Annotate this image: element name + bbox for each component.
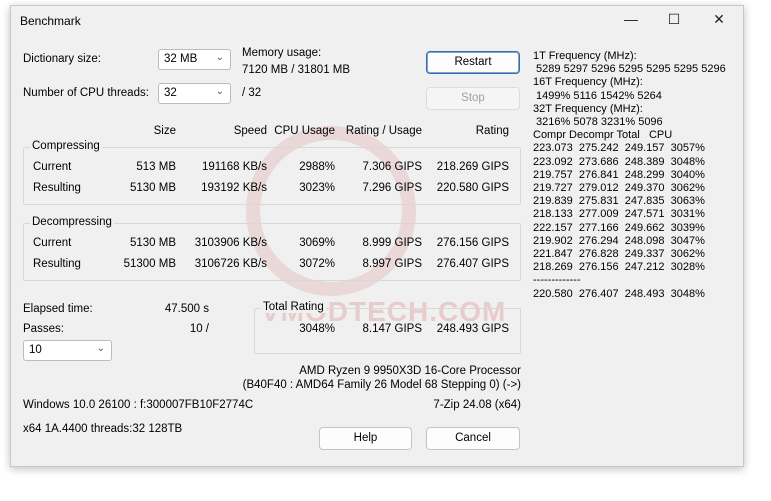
total-rating-value: 248.493 GIPS xyxy=(436,323,509,335)
decompressing-group: Decompressing xyxy=(23,216,521,281)
os-info: Windows 10.0 26100 : f:300007FB10F2774C xyxy=(23,399,254,411)
header-cpu-usage: CPU Usage xyxy=(274,125,335,137)
system-info: x64 1A.4400 threads:32 128TB xyxy=(23,423,183,435)
stop-button[interactable]: Stop xyxy=(426,87,520,110)
compressing-row-rating: 218.269 GIPS xyxy=(436,161,509,173)
help-button[interactable]: Help xyxy=(319,427,412,450)
decompressing-row-speed: 3103906 KB/s xyxy=(194,237,267,249)
decompressing-row-name: Current xyxy=(33,237,72,249)
window-title: Benchmark xyxy=(20,14,81,28)
compressing-row-cpu-usage: 2988% xyxy=(299,161,335,173)
decompressing-row-cpu-usage: 3069% xyxy=(299,237,335,249)
memory-usage-value: 7120 MB / 31801 MB xyxy=(242,64,351,76)
total-rating-group: Total Rating xyxy=(254,301,521,354)
compressing-row-rating-usage: 7.306 GIPS xyxy=(362,161,422,173)
chevron-down-icon: ⌄ xyxy=(96,343,105,354)
total-rating-usage: 8.147 GIPS xyxy=(362,323,422,335)
header-size: Size xyxy=(153,125,176,137)
compressing-row-rating-usage: 7.296 GIPS xyxy=(362,182,422,194)
maximize-icon[interactable]: ☐ xyxy=(667,11,681,27)
decompressing-row-name: Resulting xyxy=(33,258,81,270)
decompressing-row-speed: 3106726 KB/s xyxy=(194,258,267,270)
compressing-group: Compressing xyxy=(23,140,521,205)
dictionary-size-value: 32 MB xyxy=(164,53,198,65)
header-speed: Speed xyxy=(233,125,267,137)
minimize-icon[interactable]: — xyxy=(624,11,638,27)
dictionary-size-label: Dictionary size: xyxy=(23,53,101,65)
cpu-threads-label: Number of CPU threads: xyxy=(23,87,149,99)
cpu-threads-max: / 32 xyxy=(242,87,262,99)
version-info: 7-Zip 24.08 (x64) xyxy=(433,399,521,411)
total-cpu-usage: 3048% xyxy=(299,323,335,335)
compressing-row-size: 5130 MB xyxy=(129,182,176,194)
decompressing-row-size: 5130 MB xyxy=(129,237,176,249)
compressing-row-cpu-usage: 3023% xyxy=(299,182,335,194)
cancel-button[interactable]: Cancel xyxy=(426,427,520,450)
decompressing-row-cpu-usage: 3072% xyxy=(299,258,335,270)
dictionary-size-select[interactable]: 32 MB ⌄ xyxy=(158,49,231,70)
compressing-row-rating: 220.580 GIPS xyxy=(436,182,509,194)
compressing-row-size: 513 MB xyxy=(136,161,176,173)
cpu-threads-select[interactable]: 32 ⌄ xyxy=(158,83,231,104)
memory-usage-label: Memory usage: xyxy=(242,47,322,59)
decompressing-label: Decompressing xyxy=(30,216,114,228)
compressing-label: Compressing xyxy=(30,140,102,152)
header-rating-usage: Rating / Usage xyxy=(345,125,422,137)
chevron-down-icon: ⌄ xyxy=(215,52,224,63)
passes-label: Passes: xyxy=(23,323,64,335)
chevron-down-icon: ⌄ xyxy=(215,86,224,97)
decompressing-row-rating: 276.407 GIPS xyxy=(436,258,509,270)
cpu-detail[interactable]: (B40F40 : AMD64 Family 26 Model 68 Stepp… xyxy=(242,379,521,391)
total-rating-label: Total Rating xyxy=(261,301,326,313)
benchmark-log: 1T Frequency (MHz): 5289 5297 5296 5295 … xyxy=(533,50,726,300)
close-icon[interactable]: ✕ xyxy=(713,11,725,27)
compressing-row-name: Resulting xyxy=(33,182,81,194)
elapsed-time-value: 47.500 s xyxy=(164,303,209,315)
header-rating: Rating xyxy=(475,125,509,137)
decompressing-row-size: 51300 MB xyxy=(123,258,176,270)
restart-button[interactable]: Restart xyxy=(426,51,520,74)
cpu-threads-value: 32 xyxy=(164,87,177,99)
compressing-row-speed: 191168 KB/s xyxy=(201,161,267,173)
passes-select[interactable]: 10 ⌄ xyxy=(23,340,112,361)
compressing-row-speed: 193192 KB/s xyxy=(201,182,267,194)
passes-select-value: 10 xyxy=(29,344,42,356)
cpu-name: AMD Ryzen 9 9950X3D 16-Core Processor xyxy=(299,365,521,377)
compressing-row-name: Current xyxy=(33,161,72,173)
elapsed-time-label: Elapsed time: xyxy=(23,303,93,315)
passes-value: 10 / xyxy=(189,323,209,335)
decompressing-row-rating-usage: 8.997 GIPS xyxy=(362,258,422,270)
decompressing-row-rating-usage: 8.999 GIPS xyxy=(362,237,422,249)
decompressing-row-rating: 276.156 GIPS xyxy=(436,237,509,249)
benchmark-window: VMODTECH.COM Benchmark — ☐ ✕ Dictionary … xyxy=(10,5,744,467)
